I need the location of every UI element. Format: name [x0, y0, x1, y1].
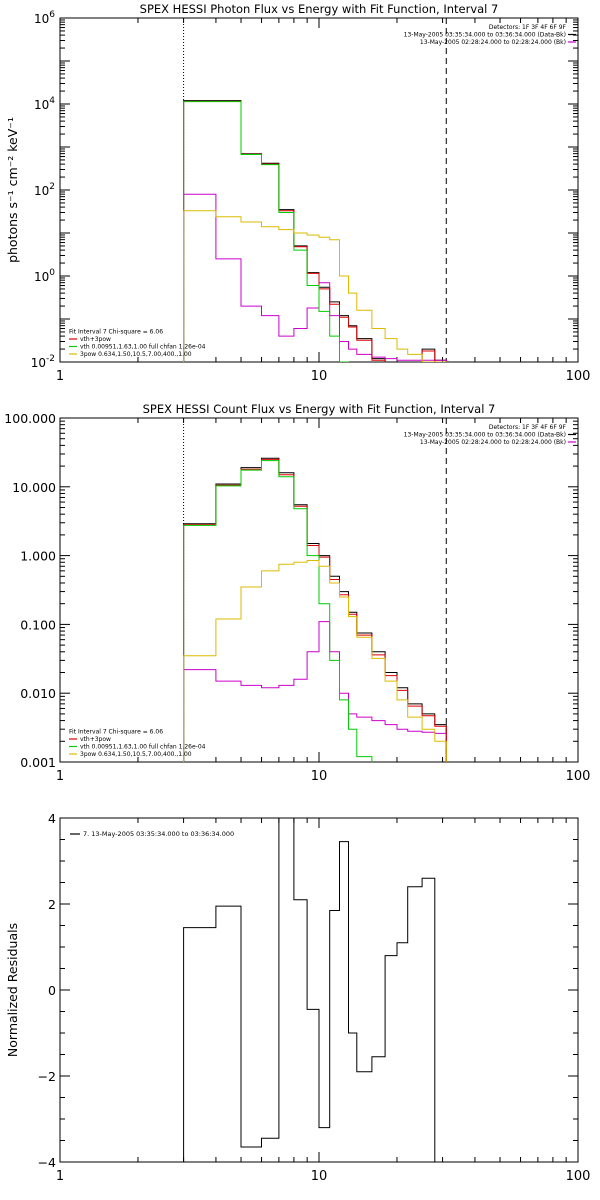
series-line-vth-3pow	[183, 458, 447, 762]
x-tick-label: 10	[311, 1169, 328, 1184]
y-axis-label: Normalized Residuals	[5, 923, 20, 1057]
legend-entry: 13-May-2005 02:28:24.000 to 02:28:24.000…	[420, 39, 566, 46]
legend-entry: 3pow 0.634,1.50,10.5,7.00,400.,1.00	[80, 751, 192, 758]
legend-entry: 3pow 0.634,1.50,10.5,7.00,400.,1.00	[80, 351, 192, 358]
legend-entry: vth 0.00951,1.63,1.00 full chfan 1.26e-0…	[80, 744, 206, 751]
legend-entry: vth+3pow	[80, 336, 111, 343]
y-tick-label: 100.000	[4, 411, 56, 426]
y-tick-label: 0.001	[20, 755, 56, 770]
y-tick-label: −2	[38, 1069, 56, 1084]
x-tick-label: 10	[311, 369, 328, 384]
y-tick-label: 0.010	[20, 686, 56, 701]
series-line-bk	[183, 621, 447, 762]
x-tick-label: 1	[56, 1169, 64, 1184]
x-tick-label: 100	[566, 769, 591, 784]
y-tick-label: 1.000	[20, 549, 56, 564]
legend-entry: 13-May-2005 02:28:24.000 to 02:28:24.000…	[420, 439, 566, 446]
chart-panel-3: Normalized Residuals 1 10 100 4 2 0 −2 −4 7. 13-M…	[5, 811, 590, 1184]
series-line-vth-3pow	[183, 100, 447, 362]
legend-entry: Fit Interval 7 Chi-square = 6.06	[69, 729, 163, 736]
y-tick-label: 2	[48, 897, 56, 912]
x-tick-label: 1	[56, 369, 64, 384]
y-tick-label: 0	[48, 983, 56, 998]
chart-panel-2: SPEX HESSI Count Flux vs Energy with Fit…	[4, 402, 590, 784]
y-tick-label: 100	[34, 268, 55, 284]
y-tick-label: −4	[38, 1155, 56, 1170]
legend-entry: Fit Interval 7 Chi-square = 6.06	[69, 329, 163, 336]
y-tick-label: 10.000	[12, 480, 56, 495]
series-line-3pow	[183, 560, 447, 762]
series-line-vth	[183, 101, 349, 362]
legend-entry: vth 0.00951,1.63,1.00 full chfan 1.26e-0…	[80, 344, 206, 351]
y-tick-label: 104	[34, 96, 55, 112]
legend-entry: 13-May-2005 03:35:34.000 to 03:36:34.000…	[404, 432, 566, 439]
series-line-data-bk	[183, 457, 447, 762]
series-line-vth	[183, 460, 373, 762]
legend-entry: Detectors: 1F 3F 4F 6F 9F	[489, 424, 567, 431]
legend-entry: Detectors: 1F 3F 4F 6F 9F	[489, 24, 567, 31]
x-tick-label: 1	[56, 769, 64, 784]
y-tick-label: 106	[34, 10, 55, 26]
x-tick-label: 100	[566, 1169, 591, 1184]
y-tick-label: 4	[48, 811, 56, 826]
y-tick-label: 102	[34, 182, 55, 198]
x-tick-label: 10	[311, 769, 328, 784]
chart-title: SPEX HESSI Photon Flux vs Energy with Fi…	[140, 2, 499, 16]
legend-entry: vth+3pow	[80, 736, 111, 743]
series-line-bk	[183, 193, 447, 362]
y-axis-label: photons s⁻¹ cm⁻² keV⁻¹	[5, 117, 20, 263]
chart-panel-1: SPEX HESSI Photon Flux vs Energy with Fi…	[5, 2, 590, 384]
x-tick-label: 100	[566, 369, 591, 384]
series-line-7-13-may-2005-03-35-34-000-to-03-36-34-000	[183, 818, 436, 1162]
chart-title: SPEX HESSI Count Flux vs Energy with Fit…	[143, 402, 496, 416]
legend-entry: 13-May-2005 03:35:34.000 to 03:36:34.000…	[404, 32, 566, 39]
y-tick-label: 0.100	[20, 617, 56, 632]
series-line-data-bk	[183, 100, 447, 362]
legend-entry: 7. 13-May-2005 03:35:34.000 to 03:36:34.…	[83, 830, 234, 838]
y-tick-label: 10-2	[31, 354, 55, 370]
series-line-3pow	[183, 210, 447, 362]
